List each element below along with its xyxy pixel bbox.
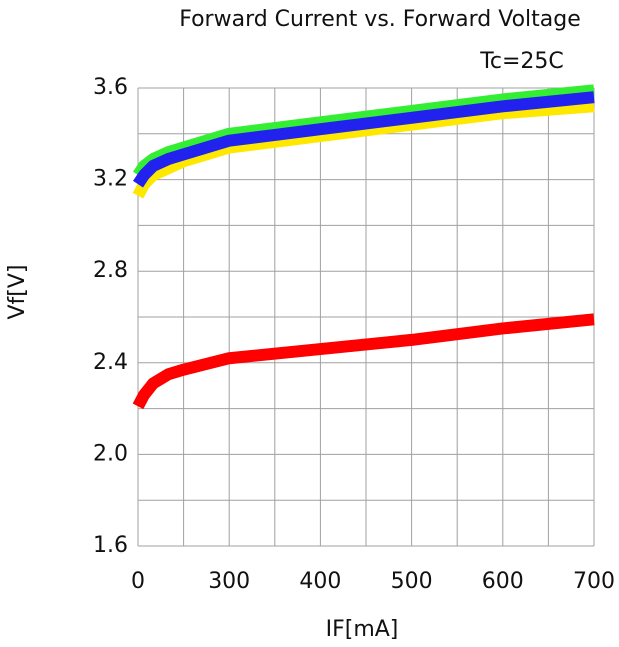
y-tick-label: 3.6 <box>93 75 128 100</box>
series-line <box>132 100 595 199</box>
x-tick-label: 300 <box>208 569 250 594</box>
y-tick-label: 2.4 <box>93 350 128 375</box>
y-tick-label: 2.8 <box>93 258 128 283</box>
chart-title: Forward Current vs. Forward Voltage <box>179 7 581 32</box>
x-tick-label: 600 <box>482 569 524 594</box>
x-tick-label: 400 <box>299 569 341 594</box>
series-line <box>132 313 595 410</box>
y-tick-label: 2.0 <box>93 441 128 466</box>
y-tick-label: 3.2 <box>93 167 128 192</box>
x-axis-label: IF[mA] <box>326 617 399 642</box>
y-axis-label: Vf[V] <box>5 264 30 319</box>
y-tick-label: 1.6 <box>93 533 128 558</box>
x-tick-label: 0 <box>131 569 145 594</box>
chart-subtitle: Tc=25C <box>479 49 564 74</box>
series-line <box>133 91 595 188</box>
x-tick-label: 700 <box>573 569 615 594</box>
x-tick-label: 500 <box>391 569 433 594</box>
